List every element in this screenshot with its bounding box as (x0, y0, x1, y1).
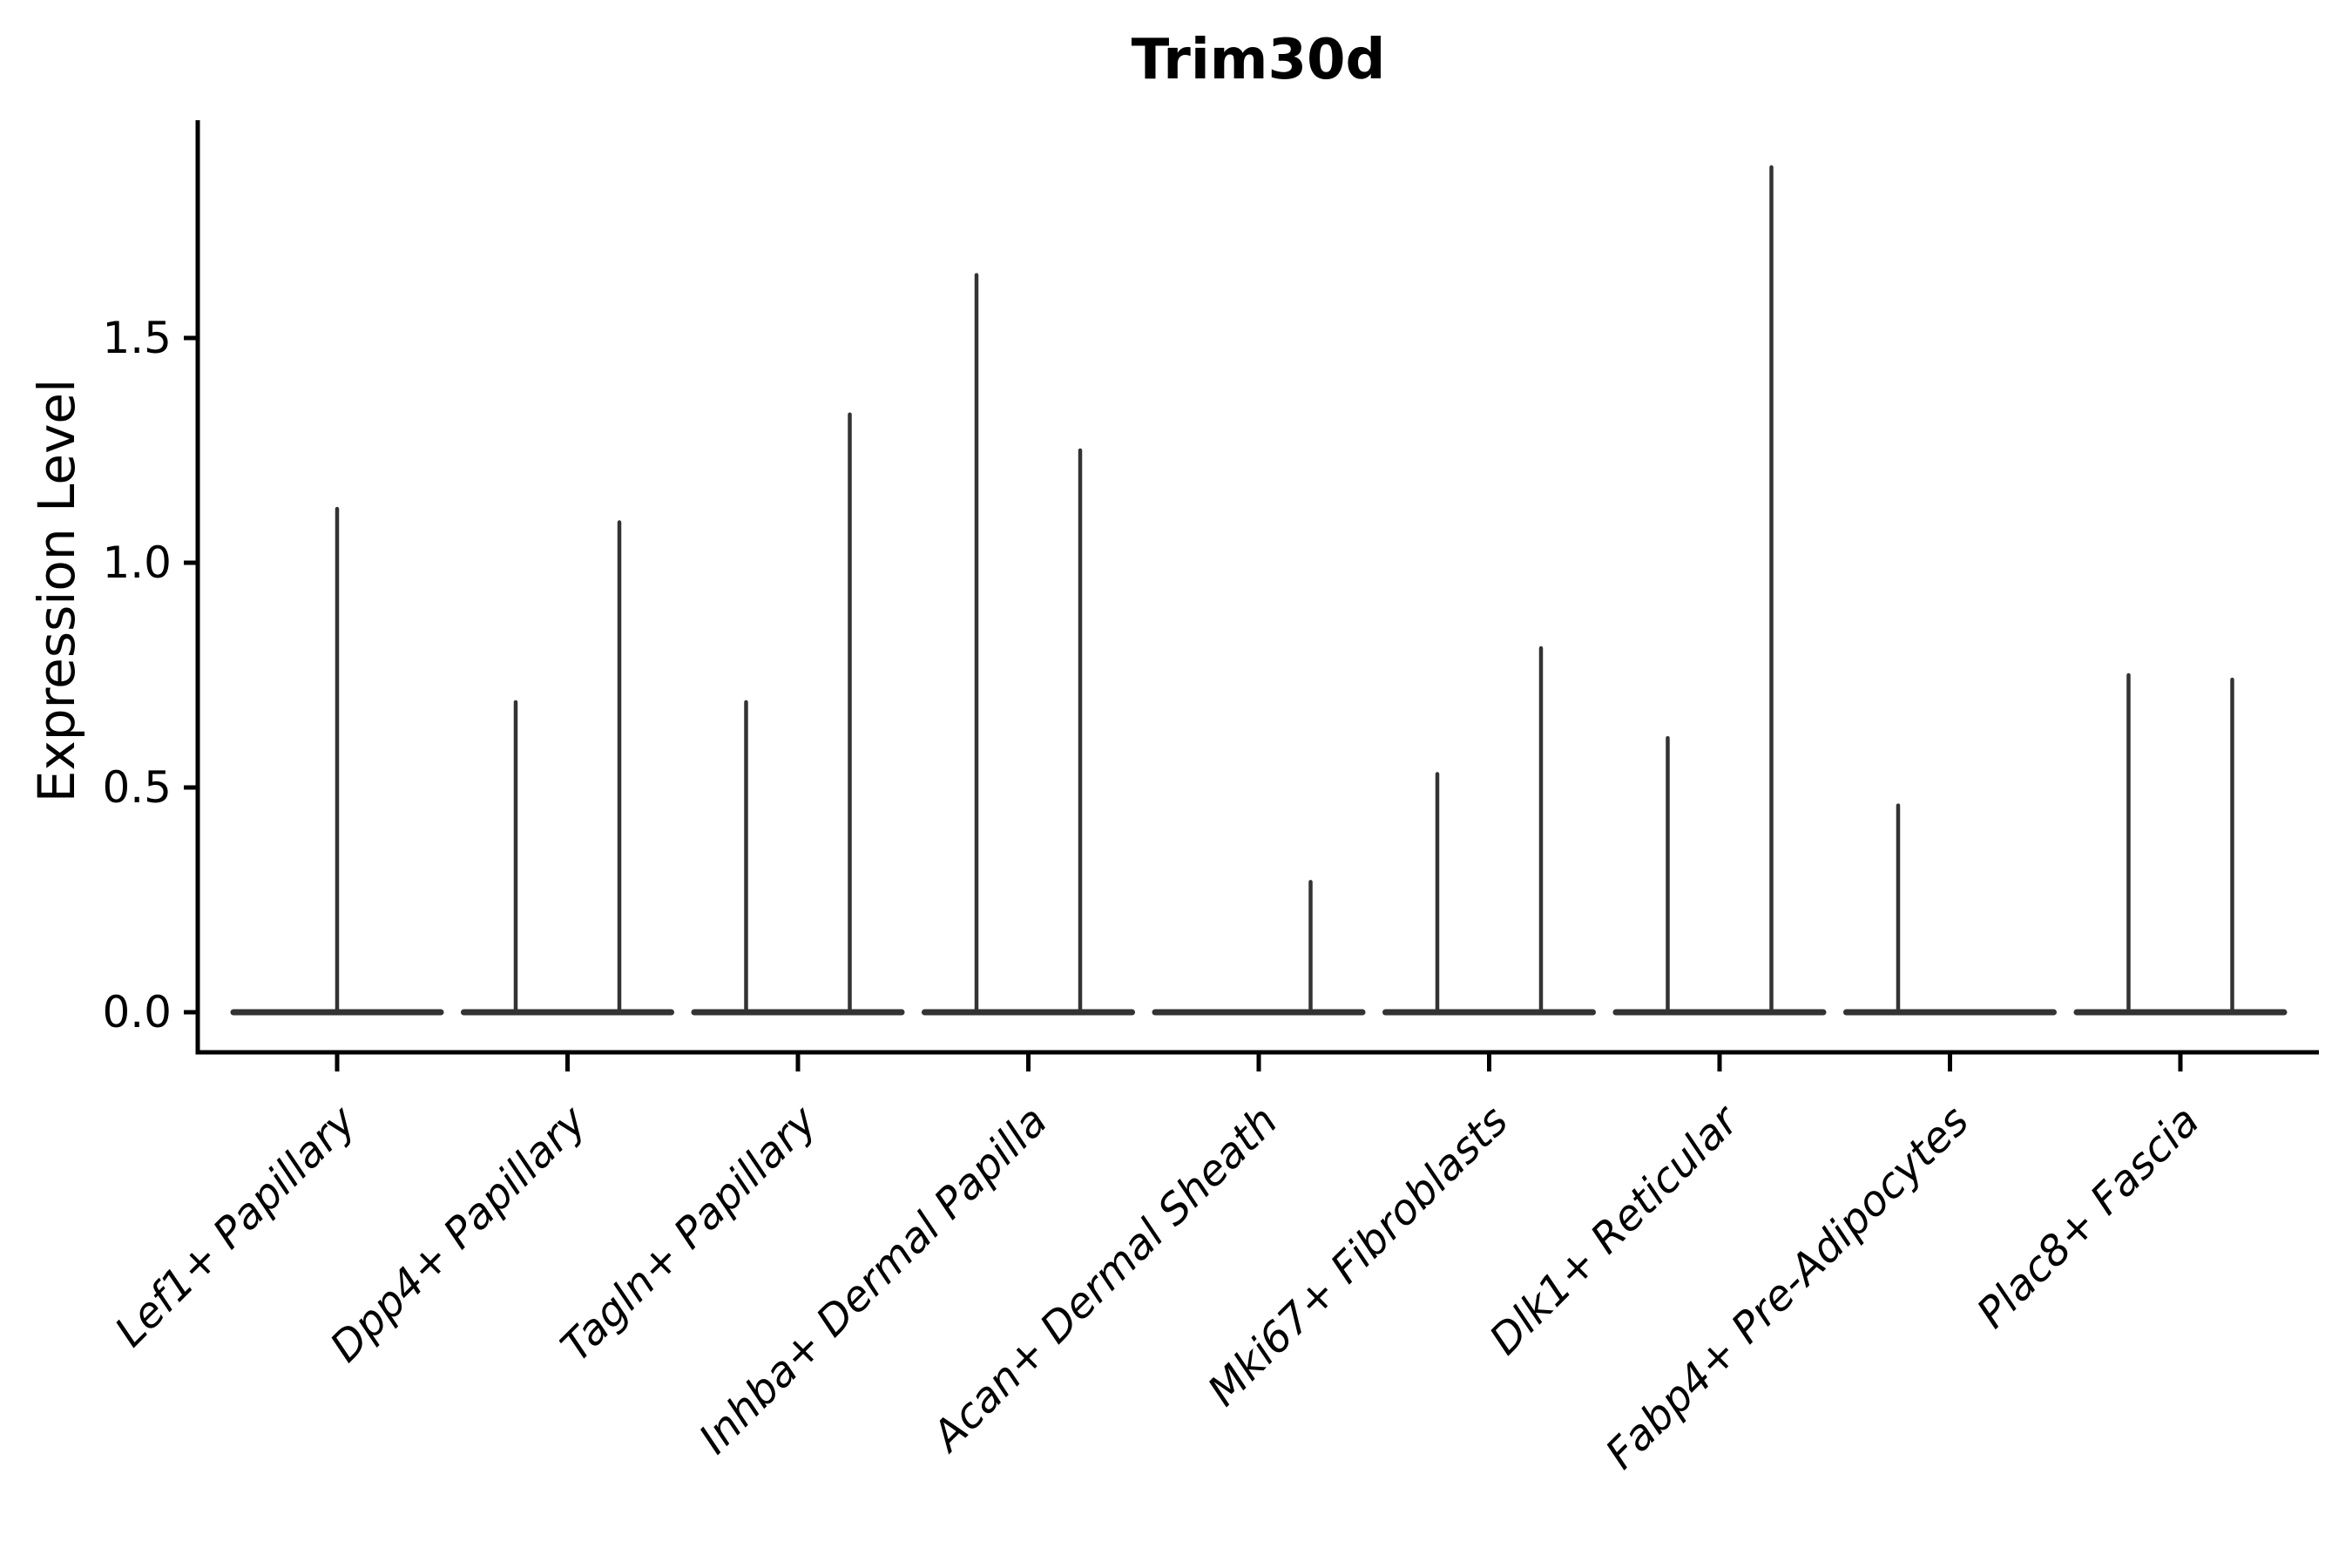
y-tick-label: 0.5 (102, 762, 172, 813)
x-tick-label: Plac8+ Fascia (1968, 1097, 2209, 1338)
x-tick-label: Fabp4+ Pre-Adipocytes (1596, 1097, 1978, 1479)
chart-title: Trim30d (1131, 28, 1386, 92)
y-tick-label: 1.0 (102, 537, 172, 588)
y-tick-label: 1.5 (102, 313, 172, 363)
x-tick-label: Dpp4+ Papillary (321, 1096, 596, 1371)
x-tick-label: Tagln+ Papillary (551, 1096, 827, 1371)
x-tick-label: Lef1+ Papillary (105, 1096, 366, 1356)
x-tick-label: Dlk1+ Reticular (1480, 1095, 1750, 1365)
y-tick-label: 0.0 (102, 987, 172, 1037)
